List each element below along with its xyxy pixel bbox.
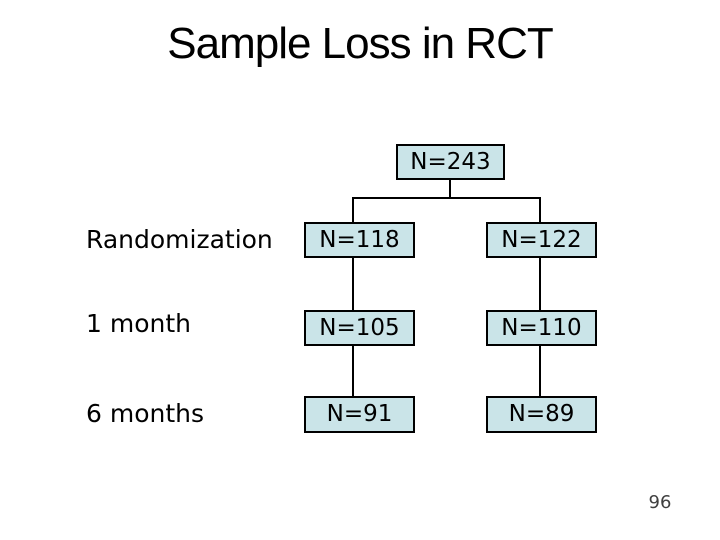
slide-title: Sample Loss in RCT: [167, 19, 553, 68]
flow-box-1-month-left: N=105: [304, 310, 415, 346]
connector-drop-right: [539, 197, 541, 222]
connector-right-row2-row3: [539, 346, 541, 396]
flow-box-randomization-right: N=122: [486, 222, 597, 258]
stage-label-1-month: 1 month: [86, 309, 191, 338]
connector-right-row1-row2: [539, 258, 541, 310]
flow-box-randomization-left: N=118: [304, 222, 415, 258]
connector-left-row2-row3: [352, 346, 354, 396]
flow-box-6-months-left: N=91: [304, 396, 415, 433]
stage-label-6-months: 6 months: [86, 399, 205, 428]
stage-label-randomization: Randomization: [86, 225, 273, 254]
connector-root-stem: [449, 180, 451, 198]
flow-box-6-months-right: N=89: [486, 396, 597, 433]
flow-box-total: N=243: [396, 144, 505, 180]
connector-left-row1-row2: [352, 258, 354, 310]
connector-branch-horizontal: [352, 197, 541, 199]
page-number: 96: [648, 492, 672, 513]
flow-box-1-month-right: N=110: [486, 310, 597, 346]
connector-drop-left: [352, 197, 354, 222]
